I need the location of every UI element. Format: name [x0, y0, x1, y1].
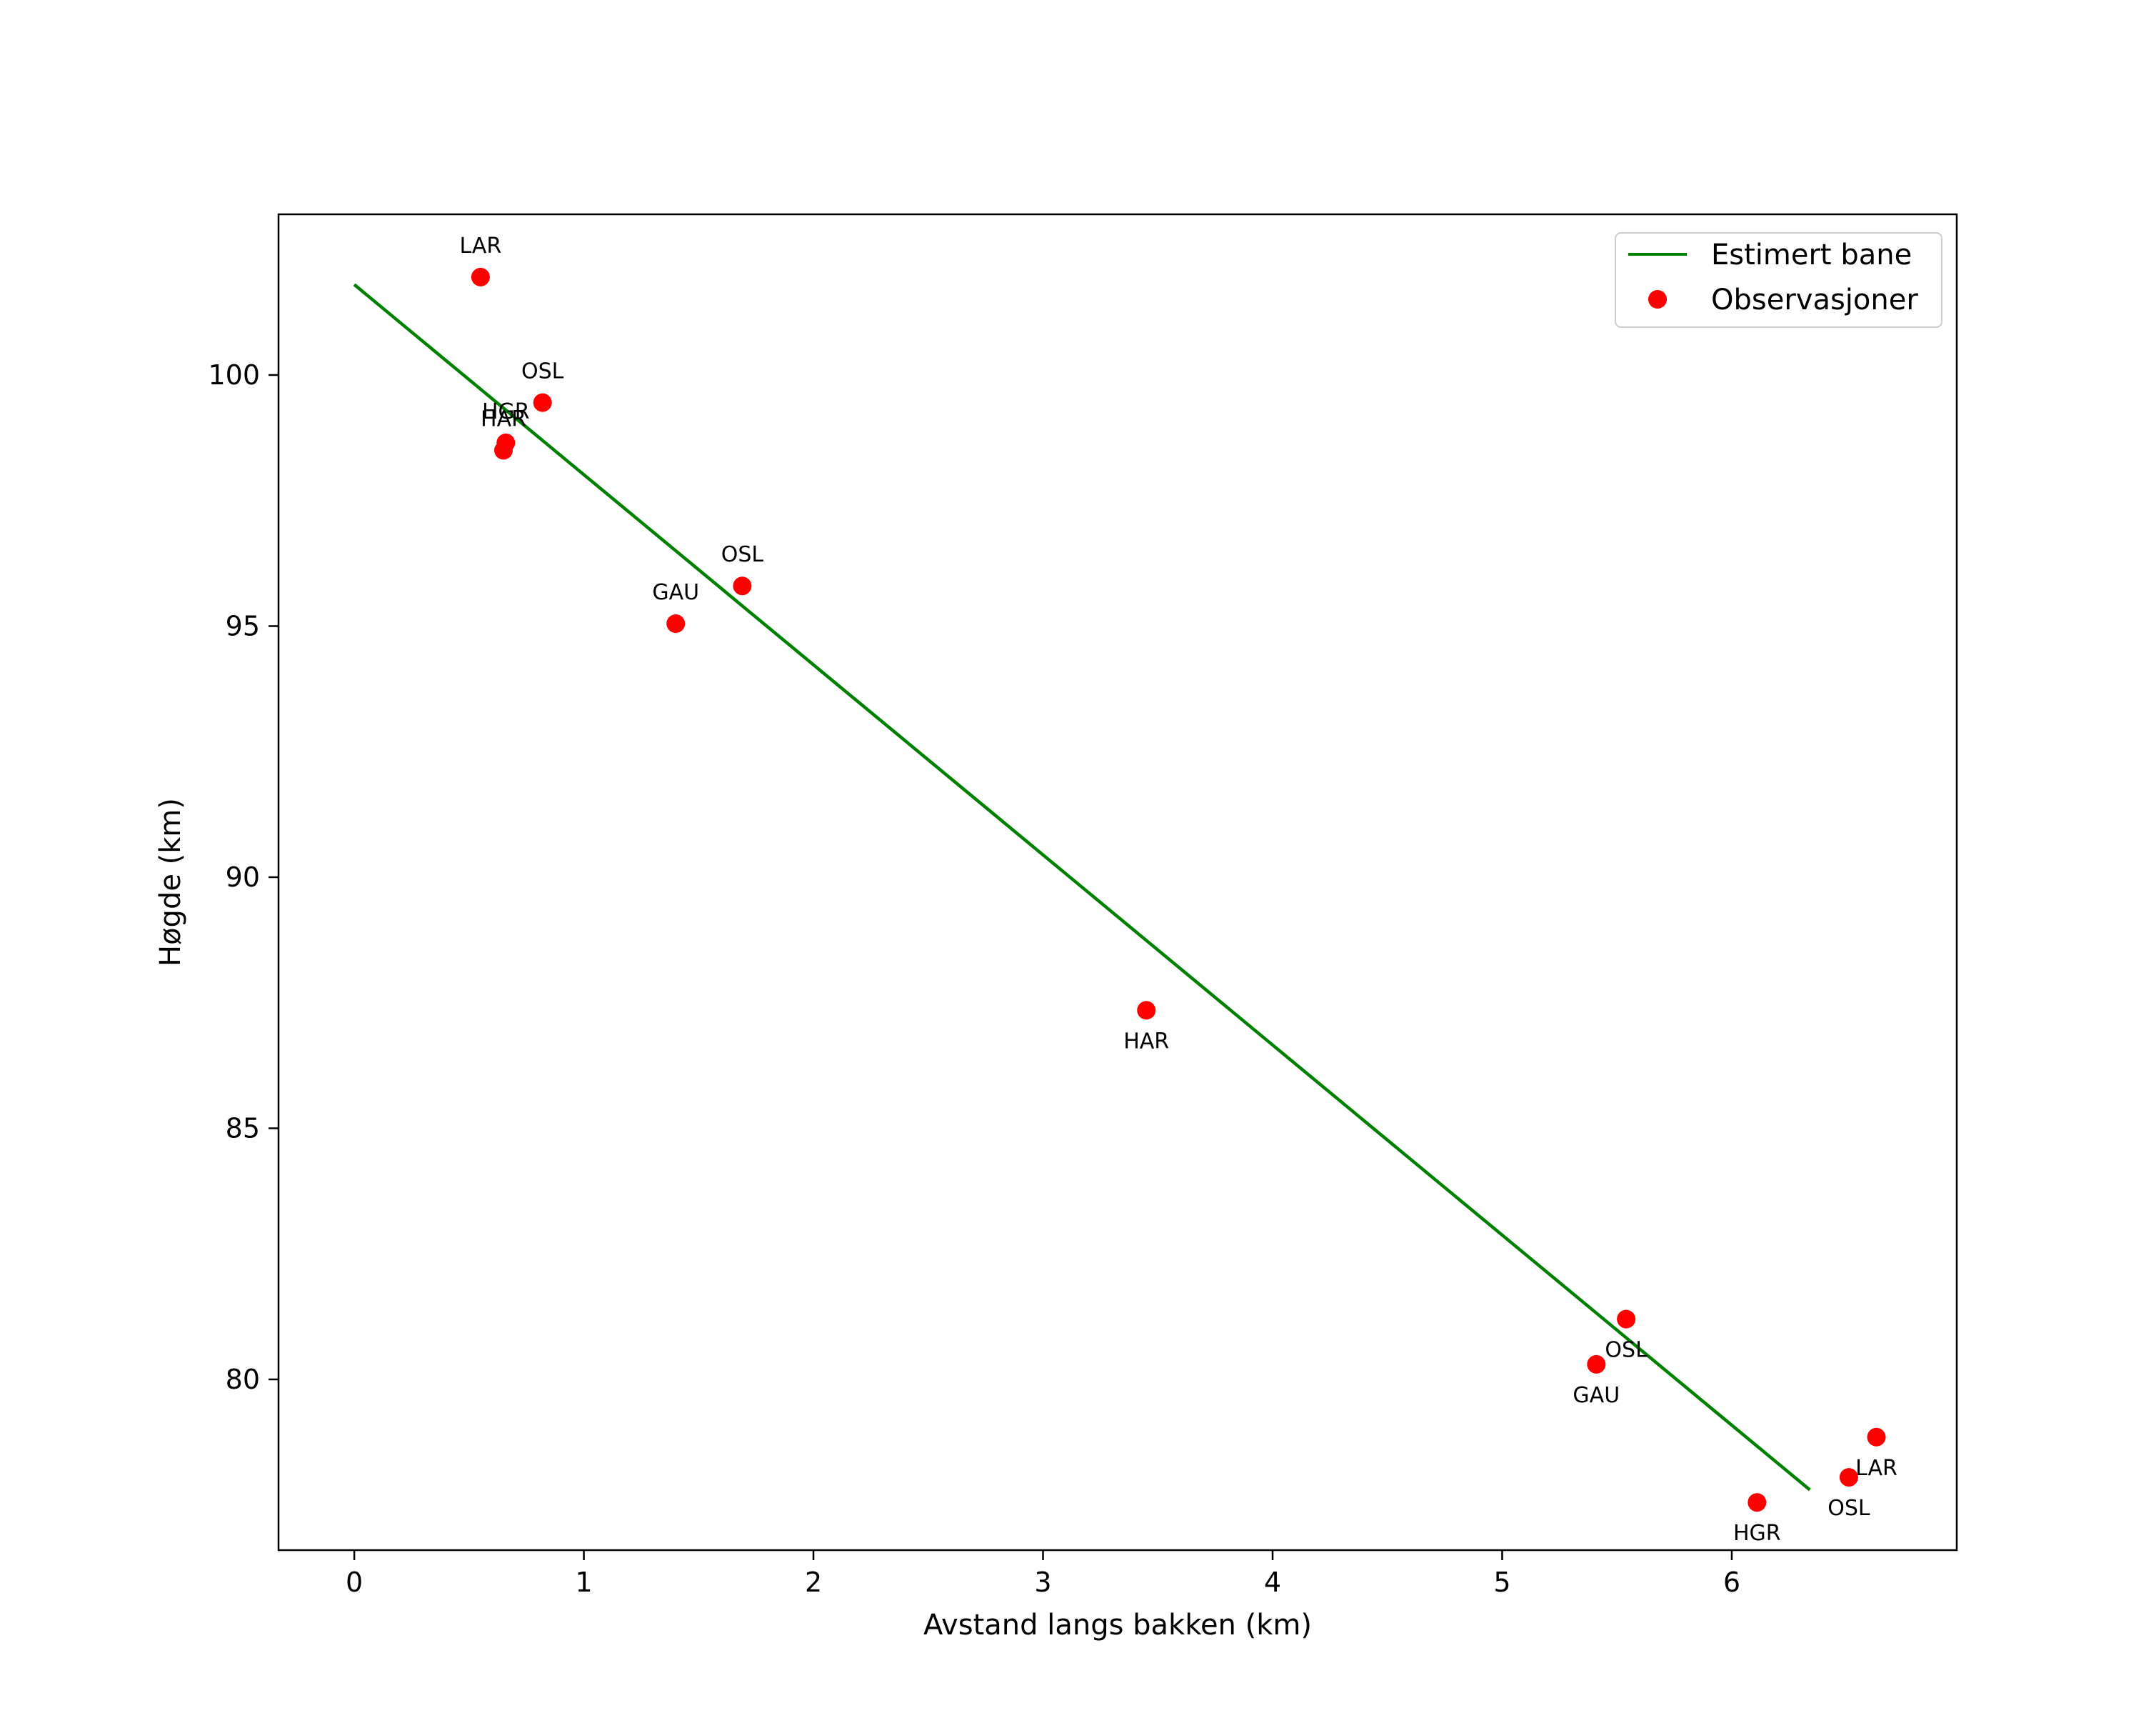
observation-label: OSL: [721, 542, 764, 567]
x-axis-ticks: 0 1 2 3 4 5 6: [346, 1550, 1740, 1598]
observation-label: LAR: [1855, 1456, 1897, 1481]
observation-label: HGR: [1733, 1521, 1781, 1546]
y-tick-label: 85: [226, 1112, 260, 1144]
observation-label: HGR: [482, 399, 530, 424]
y-tick-label: 80: [226, 1364, 260, 1395]
observation-point: [494, 441, 513, 460]
x-tick-label: 0: [346, 1567, 363, 1598]
estimated-trajectory-line: [353, 283, 1811, 1492]
x-tick-label: 6: [1723, 1567, 1740, 1598]
observation-point: [1587, 1354, 1606, 1374]
x-axis-label: Avstand langs bakken (km): [923, 1609, 1312, 1642]
observation-point: [1748, 1493, 1767, 1512]
y-tick-label: 90: [226, 861, 260, 893]
observation-point: [533, 393, 552, 412]
observation-point: [1839, 1468, 1858, 1487]
x-tick-label: 1: [575, 1567, 592, 1598]
observation-point: [1137, 1001, 1156, 1020]
observation-point: [733, 576, 752, 596]
observation-label: HAR: [1123, 1029, 1169, 1054]
legend-marker-swatch: [1648, 290, 1667, 309]
x-tick-label: 3: [1034, 1567, 1051, 1598]
observation-point: [1867, 1427, 1886, 1447]
observation-label: GAU: [652, 580, 699, 605]
observation-label: HAR: [481, 406, 526, 431]
legend-box: [1615, 232, 1942, 328]
fit-line-layer: [353, 283, 1811, 1492]
x-tick-label: 2: [805, 1567, 822, 1598]
observation-label: OSL: [521, 359, 564, 384]
legend: Estimert bane Observasjoner: [1615, 232, 1942, 328]
observation-point: [666, 614, 686, 633]
observation-label: LAR: [460, 234, 502, 259]
y-axis-label: Høgde (km): [154, 798, 187, 967]
legend-label-points: Observasjoner: [1711, 284, 1918, 316]
observation-point: [1617, 1309, 1636, 1329]
observation-label: OSL: [1827, 1496, 1870, 1521]
observation-label: OSL: [1605, 1338, 1648, 1363]
points-layer: [471, 267, 1886, 1512]
plot-frame: [277, 213, 1958, 1552]
y-tick-label: 100: [208, 359, 260, 391]
y-tick-label: 95: [226, 610, 260, 641]
x-tick-label: 4: [1264, 1567, 1281, 1598]
y-axis-ticks: 80 85 90 95 100: [208, 359, 279, 1395]
legend-label-line: Estimert bane: [1711, 239, 1912, 271]
x-tick-label: 5: [1493, 1567, 1510, 1598]
observation-point: [471, 267, 490, 286]
observation-label: GAU: [1573, 1383, 1620, 1408]
